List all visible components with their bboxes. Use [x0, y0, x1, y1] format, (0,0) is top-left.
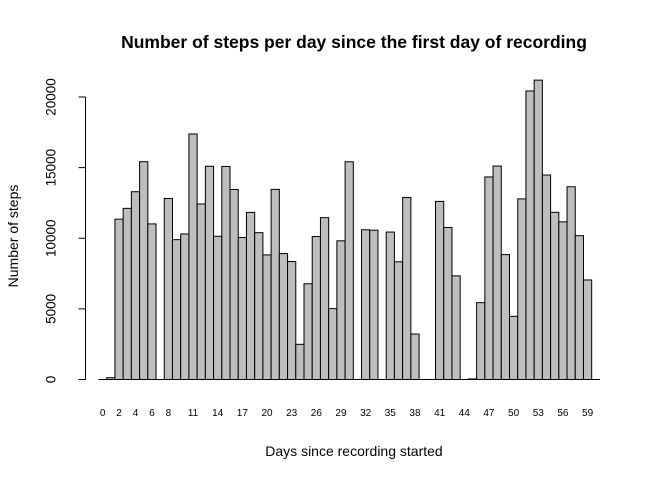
bar: [336, 240, 346, 380]
y-tick-label: 10000: [44, 219, 59, 257]
bar: [180, 233, 190, 380]
bar: [237, 236, 247, 380]
x-tick-label: 2: [116, 408, 122, 419]
bar: [393, 261, 404, 381]
bar: [492, 165, 502, 380]
bar: [295, 343, 305, 381]
x-axis-label: Days since recording started: [265, 443, 442, 459]
y-tick-label: 5000: [44, 294, 59, 324]
bar: [443, 226, 453, 380]
bar: [221, 165, 231, 380]
y-tick-label: 0: [44, 376, 59, 384]
bar: [558, 221, 568, 380]
bar: [114, 218, 124, 380]
bar: [566, 186, 576, 380]
bar: [402, 197, 412, 380]
y-tick-label: 20000: [44, 78, 59, 116]
bar: [500, 254, 510, 381]
x-tick-label: 59: [582, 408, 594, 419]
bar: [254, 232, 264, 380]
x-tick-label: 4: [133, 408, 139, 419]
bar: [163, 198, 173, 380]
bar: [484, 176, 494, 380]
x-tick-label: 17: [237, 408, 249, 419]
bar: [270, 188, 280, 380]
x-tick-label: 14: [212, 408, 224, 419]
bar: [204, 165, 215, 380]
x-tick-label: 56: [557, 408, 569, 419]
bar: [229, 188, 239, 380]
bar: [435, 200, 445, 380]
y-axis: 0 5000 10000 15000 20000: [44, 78, 86, 383]
bar: [196, 203, 206, 380]
bar: [582, 279, 593, 380]
bar: [188, 133, 198, 380]
x-tick-label: 0: [100, 408, 106, 419]
x-tick-label: 29: [335, 408, 347, 419]
x-tick-label: 6: [149, 408, 155, 419]
x-tick-label: 32: [360, 408, 372, 419]
bar: [467, 378, 478, 380]
bar: [147, 223, 157, 380]
bar: [369, 229, 379, 380]
bar: [171, 239, 182, 380]
y-axis-label: Number of steps: [5, 185, 21, 288]
bar: [410, 333, 420, 380]
bar: [303, 283, 313, 380]
bar: [385, 231, 395, 380]
bar: [533, 79, 543, 381]
bars-group: [98, 79, 600, 381]
x-tick-label: 20: [261, 408, 273, 419]
bar: [509, 315, 519, 381]
x-tick-label: 8: [166, 408, 172, 419]
chart-title: Number of steps per day since the first …: [121, 32, 587, 52]
bar: [262, 254, 272, 381]
bar: [476, 302, 486, 380]
bar: [106, 377, 116, 380]
x-tick-label: 35: [385, 408, 397, 419]
x-tick-label: 11: [188, 408, 199, 419]
x-tick-label: 23: [286, 408, 298, 419]
bar: [344, 161, 354, 380]
bar: [541, 174, 552, 380]
x-axis: 0 2 4 6 8 11 14 17 20 23 26 29 32 35 38 41 44 47 50 53 56 59: [100, 408, 594, 419]
bar: [328, 308, 338, 381]
bar: [361, 229, 371, 380]
x-tick-label: 50: [508, 408, 520, 419]
bar: [278, 253, 289, 380]
bar: [130, 191, 141, 380]
bar: [319, 217, 330, 380]
x-tick-label: 44: [459, 408, 471, 419]
y-tick-label: 15000: [44, 149, 59, 187]
bar: [245, 211, 256, 380]
x-tick-label: 41: [434, 408, 446, 419]
x-tick-label: 47: [483, 408, 495, 419]
bar: [574, 235, 584, 380]
bar: [525, 90, 535, 380]
bar: [139, 161, 149, 380]
bar: [451, 275, 461, 380]
bar: [213, 235, 223, 380]
bar: [287, 260, 297, 380]
x-tick-label: 26: [311, 408, 323, 419]
x-tick-label: 53: [533, 408, 545, 419]
bar: [122, 207, 132, 380]
bar: [311, 236, 321, 380]
bar: [550, 211, 560, 380]
bar: [517, 198, 527, 380]
x-tick-label: 38: [409, 408, 421, 419]
